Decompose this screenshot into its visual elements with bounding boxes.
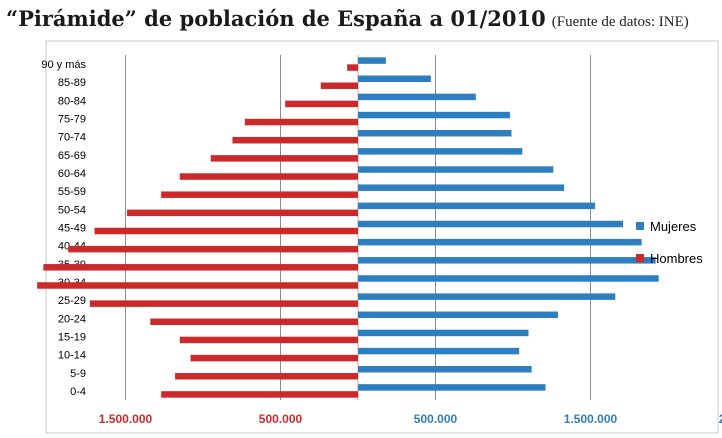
chart-title-main: “Pirámide” de población de España a 01/2… [6,6,546,31]
legend-swatch-hombres [636,254,644,262]
bar-mujeres-45-49 [358,220,624,228]
bar-mujeres-65-69 [358,148,523,155]
bar-hombres-35-39 [43,264,358,271]
bar-hombres-80-84 [285,100,358,108]
bar-mujeres-5-9 [358,366,532,373]
bar-hombres-0-4 [161,391,358,398]
y-tick-label-80-84: 80-84 [58,95,86,107]
bar-mujeres-85-89 [358,75,431,82]
bar-hombres-75-79 [244,118,358,126]
y-tick-label-65-69: 65-69 [58,150,86,162]
y-tick-label-10-14: 10-14 [58,350,86,362]
bar-mujeres-20-24 [358,311,558,319]
x-tick-label-1: 1.500.000 [99,412,153,426]
y-tick-label-60-64: 60-64 [58,168,86,180]
x-tick-label-3: 500.000 [414,412,458,426]
legend-label-mujeres: Mujeres [650,219,697,234]
bar-hombres-30-34 [37,282,359,289]
y-tick-label-25-29: 25-29 [58,295,86,307]
y-tick-label-15-19: 15-19 [58,331,86,343]
bar-hombres-70-74 [232,136,358,144]
bar-mujeres-55-59 [358,184,565,191]
bar-mujeres-75-79 [358,111,510,119]
bar-mujeres-0-4 [358,384,546,391]
bar-mujeres-35-39 [358,257,656,264]
bar-mujeres-25-29 [358,293,616,300]
bar-hombres-55-59 [161,191,358,198]
y-tick-label-50-54: 50-54 [58,204,86,216]
bar-mujeres-70-74 [358,129,512,137]
legend-swatch-mujeres [636,222,644,230]
x-tick-label-2: 500.000 [259,412,303,426]
bar-hombres-60-64 [179,173,358,180]
bar-hombres-65-69 [210,155,358,162]
bar-hombres-85-89 [320,82,358,89]
chart-source-note: (Fuente de datos: INE) [551,14,689,30]
y-tick-label-45-49: 45-49 [58,223,86,235]
bar-mujeres-90 y más [358,57,386,64]
x-tick-label-5: 2.500.000 [719,412,722,426]
bar-mujeres-40-44 [358,238,642,246]
bar-hombres-50-54 [127,209,358,217]
chart-title: “Pirámide” de población de España a 01/2… [6,4,718,38]
bar-hombres-20-24 [150,318,358,326]
x-tick-label-4: 1.500.000 [564,412,618,426]
y-tick-label-20-24: 20-24 [58,313,86,325]
y-tick-label-85-89: 85-89 [58,77,86,89]
y-tick-label-5-9: 5-9 [70,368,86,380]
bar-mujeres-15-19 [358,329,529,337]
legend-label-hombres: Hombres [650,251,703,266]
bar-hombres-25-29 [89,300,358,307]
y-tick-label-70-74: 70-74 [58,132,86,144]
bar-hombres-90 y más [347,64,358,71]
bar-hombres-15-19 [179,336,358,344]
y-tick-label-0-4: 0-4 [70,386,86,398]
bar-mujeres-10-14 [358,347,520,355]
bar-hombres-40-44 [68,245,359,253]
bar-mujeres-30-34 [358,275,659,282]
bar-hombres-45-49 [94,227,358,235]
bar-mujeres-50-54 [358,202,596,210]
bar-hombres-5-9 [175,373,358,380]
y-tick-label-90 y más: 90 y más [41,59,86,71]
bar-hombres-10-14 [190,354,358,362]
y-tick-label-55-59: 55-59 [58,186,86,198]
y-tick-label-75-79: 75-79 [58,114,86,126]
bar-mujeres-60-64 [358,166,554,173]
bar-mujeres-80-84 [358,93,476,101]
